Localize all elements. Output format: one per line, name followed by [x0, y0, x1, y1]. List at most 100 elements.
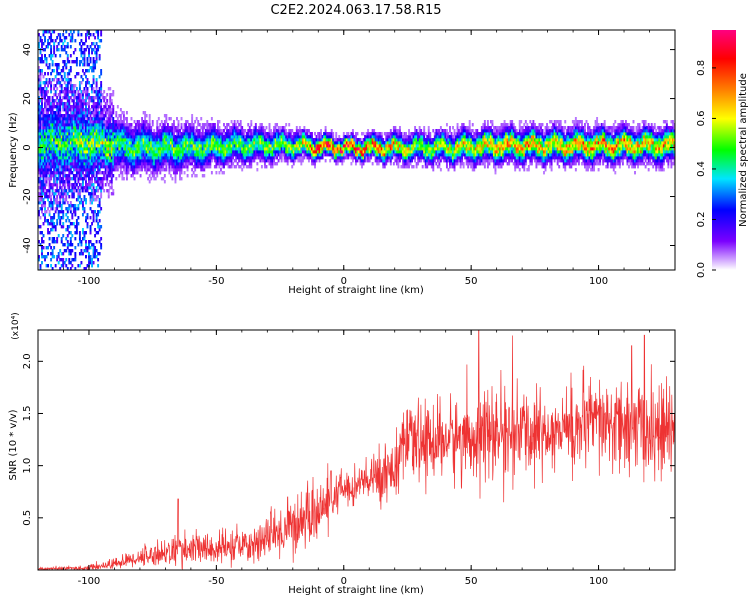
spectrogram-cell [194, 132, 197, 136]
spectrogram-cell [53, 105, 56, 109]
spectrogram-cell [39, 72, 42, 76]
spectrogram-cell [51, 240, 54, 244]
spectrogram-cell [139, 165, 142, 169]
spectrogram-cell [180, 153, 183, 157]
spectrogram-cell [136, 150, 139, 154]
spectrogram-cell [41, 147, 43, 151]
spectrogram-cell [63, 72, 66, 76]
spectrogram-cell [129, 126, 131, 130]
spectrogram-cell [107, 141, 110, 145]
spectrogram-cell [144, 165, 147, 169]
spectrogram-cell [418, 153, 421, 157]
spectrogram-cell [144, 117, 147, 121]
spectrogram-cell [65, 102, 68, 106]
spectrogram-cell [71, 189, 74, 193]
spectrogram-cell [78, 87, 81, 91]
spectrogram-cell [110, 171, 113, 175]
spectrogram-cell [283, 138, 286, 142]
spectrogram-cell [189, 150, 192, 154]
spectrogram-cell [326, 141, 329, 145]
spectrogram-cell [229, 135, 232, 139]
spectrogram-cell [44, 105, 46, 109]
spectrogram-cell [303, 138, 306, 142]
spectrogram-cell [69, 39, 72, 43]
spectrogram-cell [71, 126, 74, 130]
spectrogram-cell [119, 144, 122, 148]
spectrogram-cell [160, 144, 163, 148]
spectrogram-cell [83, 237, 86, 241]
spectrogram-cell [379, 159, 382, 163]
spectrogram-cell [44, 123, 46, 127]
spectrogram-cell [300, 135, 303, 139]
spectrogram-cell [88, 243, 90, 247]
spectrogram-cell [38, 84, 40, 88]
spectrogram-cell [160, 120, 163, 124]
spectrogram-cell [85, 243, 87, 247]
spectrogram-cell [92, 129, 95, 133]
spectrogram-cell [88, 174, 90, 178]
spectrogram-cell [174, 135, 177, 139]
spectrogram-cell [53, 129, 56, 133]
spectrogram-cell [216, 138, 219, 142]
spectrogram-cell [124, 129, 127, 133]
spectrogram-cell [104, 138, 107, 142]
spectrogram-cell [95, 231, 98, 235]
spectrogram-cell [159, 153, 162, 157]
spectrogram-cell [235, 132, 238, 136]
spectrogram-cell [265, 126, 268, 130]
spectrogram-cell [113, 153, 116, 157]
spectrogram-cell [150, 153, 153, 157]
spectrogram-cell [89, 147, 92, 151]
spectrogram-cell [104, 108, 107, 112]
spectrogram-cell [139, 153, 142, 157]
spectrogram-cell [260, 159, 263, 163]
spectrogram-cell [358, 147, 360, 151]
spectrogram-cell [301, 156, 304, 160]
spectrogram-cell [144, 150, 147, 154]
spectrogram-cell [300, 138, 303, 142]
spectrogram-cell [80, 141, 83, 145]
spectrogram-cell [332, 141, 335, 145]
spectrogram-cell [51, 252, 54, 256]
spectrogram-cell [160, 153, 163, 157]
spectrogram-cell [86, 129, 89, 133]
spectrogram-cell [289, 144, 292, 148]
spectrogram-cell [91, 162, 93, 166]
spectrogram-cell [386, 150, 389, 154]
spectrogram-cell [212, 135, 215, 139]
spectrogram-cell [50, 150, 53, 154]
spectrogram-cell [148, 147, 151, 151]
spectrogram-cell [169, 126, 172, 130]
spectrogram-cell [168, 153, 171, 157]
spectrogram-cell [224, 147, 227, 151]
spectrogram-cell [179, 147, 181, 151]
spectrogram-cell [62, 216, 65, 220]
spectrogram-cell [256, 135, 259, 139]
spectrogram-cell [336, 156, 339, 160]
spectrogram-cell [163, 126, 166, 130]
spectrogram-cell [77, 120, 80, 124]
spectrogram-cell [103, 156, 106, 160]
spectrogram-cell [110, 129, 113, 133]
spectrogram-cell [51, 159, 54, 163]
spectrogram-cell [233, 141, 236, 145]
spectrogram-cell [97, 180, 100, 184]
spectrogram-cell [165, 114, 168, 118]
spectrogram-cell [186, 174, 189, 178]
spectrogram-cell [69, 66, 72, 70]
spectrogram-cell [50, 204, 53, 208]
spectrogram-cell [365, 150, 368, 154]
spectrogram-cell [271, 147, 274, 151]
spectrogram-cell [66, 60, 69, 64]
spectrogram-cell [280, 126, 283, 130]
spectrogram-cell [41, 69, 43, 73]
spectrogram-cell [224, 162, 227, 166]
spectrogram-cell [169, 141, 172, 145]
spectrogram-cell [230, 126, 233, 130]
spectrogram-cell [421, 144, 424, 148]
spectrogram-cell [292, 162, 295, 166]
spectrogram-cell [345, 132, 348, 136]
spectrogram-cell [91, 96, 93, 100]
spectrogram-cell [80, 174, 83, 178]
spectrogram-cell [53, 111, 56, 115]
